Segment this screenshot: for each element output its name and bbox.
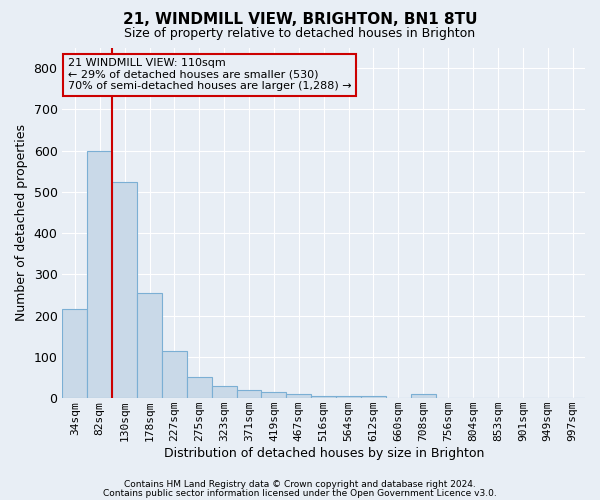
Bar [88, 150, 112, 398]
Bar [62, 310, 88, 398]
Bar [262, 392, 286, 398]
Text: Contains public sector information licensed under the Open Government Licence v3: Contains public sector information licen… [103, 489, 497, 498]
Bar [162, 350, 187, 398]
Bar [411, 394, 436, 398]
Text: 21 WINDMILL VIEW: 110sqm
← 29% of detached houses are smaller (530)
70% of semi-: 21 WINDMILL VIEW: 110sqm ← 29% of detach… [68, 58, 351, 91]
Text: 21, WINDMILL VIEW, BRIGHTON, BN1 8TU: 21, WINDMILL VIEW, BRIGHTON, BN1 8TU [123, 12, 477, 28]
Bar [311, 396, 336, 398]
Bar [137, 293, 162, 398]
Bar [212, 386, 236, 398]
Bar [187, 376, 212, 398]
Bar [236, 390, 262, 398]
Text: Size of property relative to detached houses in Brighton: Size of property relative to detached ho… [124, 28, 476, 40]
Bar [112, 182, 137, 398]
Text: Contains HM Land Registry data © Crown copyright and database right 2024.: Contains HM Land Registry data © Crown c… [124, 480, 476, 489]
Y-axis label: Number of detached properties: Number of detached properties [15, 124, 28, 322]
Bar [361, 396, 386, 398]
Bar [336, 396, 361, 398]
X-axis label: Distribution of detached houses by size in Brighton: Distribution of detached houses by size … [164, 447, 484, 460]
Bar [286, 394, 311, 398]
